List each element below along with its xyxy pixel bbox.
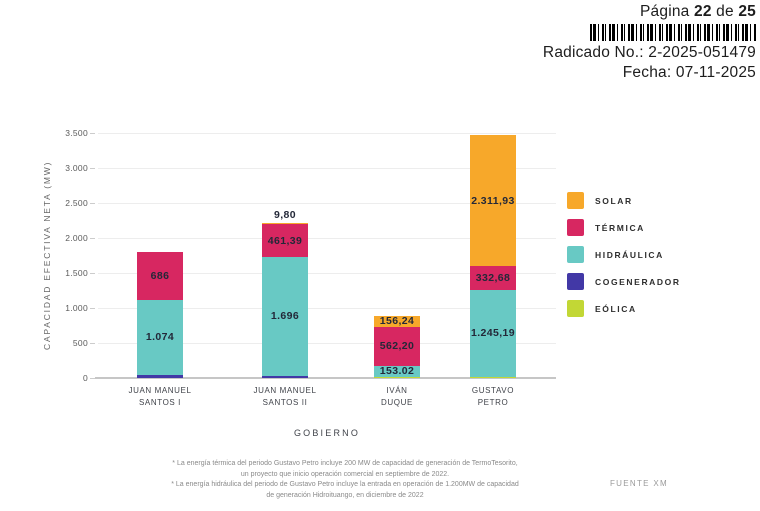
footnote-line: de generación Hidroituango, en diciembre… — [266, 491, 424, 499]
legend-label-solar: SOLAR — [595, 195, 633, 206]
legend-label-eolica: EÓLICA — [595, 303, 637, 314]
hidraulica-swatch — [567, 246, 584, 263]
chart-legend: SOLAR TÉRMICA HIDRÁULICA COGENERADOR EÓLICA — [567, 192, 681, 327]
y-tick-label: 3.000 — [65, 163, 88, 173]
segment-termica: 562,20 — [374, 326, 420, 367]
segment-termica: 461,39 — [262, 224, 308, 257]
legend-label-hidraulica: HIDRÁULICA — [595, 249, 664, 260]
legend-item-solar: SOLAR — [567, 192, 681, 209]
bar-juan-manuel-santos-i: 41,80 1.074 686 — [137, 251, 183, 378]
y-tick-mark — [90, 203, 95, 204]
segment-value-label: 1.074 — [145, 331, 175, 344]
segment-eolica — [470, 376, 516, 378]
gridline-500 — [98, 343, 556, 344]
page-indicator: Página 22 de 25 — [543, 2, 756, 21]
solar-swatch — [567, 192, 584, 209]
y-tick-label: 1.500 — [65, 268, 88, 278]
segment-value-label: 1.696 — [270, 310, 300, 323]
footnote-line: * La energía térmica del periodo Gustavo… — [172, 460, 518, 467]
source-label: FUENTE XM — [610, 479, 668, 488]
radicado-number: Radicado No.: 2-2025-051479 — [542, 44, 756, 62]
x-category-label-gustavo-petro: GUSTAVO PETRO — [471, 386, 515, 408]
termica-swatch — [567, 219, 584, 236]
eolica-swatch — [567, 300, 584, 317]
x-category-label-juan-manuel-santos-ii: JUAN MANUEL SANTOS II — [253, 386, 317, 408]
y-tick-mark — [90, 308, 95, 309]
segment-solar: 9,80 — [262, 209, 308, 225]
segment-value-label: 562,20 — [379, 340, 415, 353]
y-tick-mark — [90, 378, 95, 379]
bar-juan-manuel-santos-ii: 35,90 1.696 461,39 9,80 — [262, 209, 308, 378]
y-tick-mark — [90, 133, 95, 134]
segment-hidraulica: 153.02 — [374, 365, 420, 378]
segment-solar: 156,24 — [374, 315, 420, 328]
cogenerador-swatch — [567, 273, 584, 290]
x-axis-title: GOBIERNO — [293, 428, 361, 438]
segment-eolica — [374, 376, 420, 378]
legend-item-termica: TÉRMICA — [567, 219, 681, 236]
bar-gustavo-petro: 1.245,19 332,68 2.311,93 — [470, 134, 516, 378]
document-date: Fecha: 07-11-2025 — [622, 63, 756, 81]
y-tick-mark — [90, 273, 95, 274]
y-tick-label: 0 — [82, 373, 88, 383]
segment-termica: 686 — [137, 251, 183, 300]
segment-value-label: 686 — [150, 269, 170, 282]
legend-item-cogenerador: COGENERADOR — [567, 273, 681, 290]
chart-footnotes: * La energía térmica del periodo Gustavo… — [105, 459, 585, 501]
segment-hidraulica: 1.696 — [262, 256, 308, 376]
segment-value-label: 1.245,19 — [470, 327, 516, 340]
segment-value-label: 461,39 — [267, 234, 303, 247]
legend-label-cogenerador: COGENERADOR — [595, 276, 681, 287]
y-tick-label: 500 — [72, 338, 88, 348]
gridline-2000 — [98, 238, 556, 239]
segment-value-label: 156,24 — [379, 315, 415, 328]
gridline-3500 — [98, 133, 556, 134]
y-tick-mark — [90, 238, 95, 239]
y-tick-label: 2.500 — [65, 198, 88, 208]
y-tick-label: 3.500 — [65, 128, 88, 138]
footnote-line: * La energía hidráulica del periodo de G… — [171, 481, 519, 488]
page-indicator-prefix: Página — [640, 3, 690, 20]
segment-cogenerador: 41,80 — [137, 361, 183, 378]
y-tick-mark — [90, 343, 95, 344]
gridline-1000 — [98, 308, 556, 309]
y-tick-label: 1.000 — [65, 303, 88, 313]
page-indicator-current: 22 — [694, 3, 712, 20]
bar-iván-duque: 153.02 562,20 156,24 — [374, 315, 420, 378]
gridline-1500 — [98, 273, 556, 274]
gridline-0 — [95, 377, 556, 379]
y-tick-mark — [90, 168, 95, 169]
segment-value-label: 332,68 — [475, 271, 511, 284]
legend-label-termica: TÉRMICA — [595, 222, 645, 233]
legend-item-eolica: EÓLICA — [567, 300, 681, 317]
segment-cogenerador: 35,90 — [262, 362, 308, 378]
document-header: Página 22 de 25 Radicado No.: 2-2025-051… — [543, 2, 756, 82]
legend-item-hidraulica: HIDRÁULICA — [567, 246, 681, 263]
gridline-3000 — [98, 168, 556, 169]
barcode — [590, 24, 756, 42]
segment-hidraulica: 1.245,19 — [470, 289, 516, 377]
segment-solar: 2.311,93 — [470, 134, 516, 267]
x-category-label-iván-duque: IVÁN DUQUE — [381, 386, 413, 408]
y-tick-label: 2.000 — [65, 233, 88, 243]
segment-termica: 332,68 — [470, 266, 516, 290]
segment-hidraulica: 1.074 — [137, 299, 183, 376]
page-indicator-of: de — [716, 3, 734, 20]
segment-value-label: 9,80 — [273, 209, 297, 222]
page-indicator-total: 25 — [738, 3, 756, 20]
footnote-line: un proyecto que inicio operación comerci… — [240, 470, 450, 478]
x-category-label-juan-manuel-santos-i: JUAN MANUEL SANTOS I — [128, 386, 192, 408]
gridline-2500 — [98, 203, 556, 204]
segment-value-label: 2.311,93 — [471, 194, 515, 207]
segment-value-label: 153.02 — [379, 365, 415, 378]
